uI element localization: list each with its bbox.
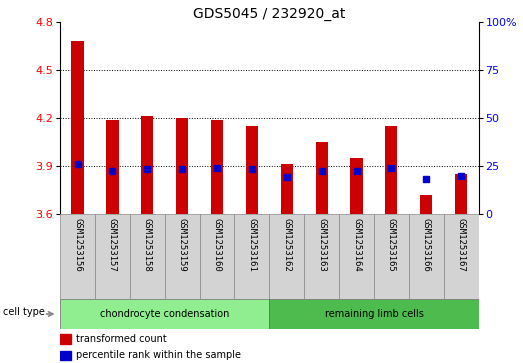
Bar	[60, 351, 72, 360]
Bar	[72, 41, 84, 214]
Text: GSM1253162: GSM1253162	[282, 217, 291, 271]
Bar	[374, 214, 409, 299]
Bar	[165, 214, 200, 299]
Bar	[211, 119, 223, 214]
Text: remaining limb cells: remaining limb cells	[324, 309, 424, 319]
Bar	[246, 126, 258, 214]
Bar	[409, 214, 444, 299]
Text: chondrocyte condensation: chondrocyte condensation	[100, 309, 230, 319]
Text: GSM1253160: GSM1253160	[212, 217, 222, 271]
Text: cell type: cell type	[3, 307, 44, 317]
Bar	[315, 142, 328, 214]
Bar	[455, 174, 467, 214]
Bar	[200, 214, 234, 299]
Bar	[60, 334, 72, 344]
Text: GSM1253157: GSM1253157	[108, 217, 117, 271]
Bar	[304, 214, 339, 299]
Text: GSM1253161: GSM1253161	[247, 217, 256, 271]
Text: GSM1253156: GSM1253156	[73, 217, 82, 271]
Text: GSM1253158: GSM1253158	[143, 217, 152, 271]
Bar	[385, 126, 397, 214]
Bar	[281, 164, 293, 214]
Text: GSM1253163: GSM1253163	[317, 217, 326, 271]
Bar	[106, 119, 119, 214]
Bar	[420, 195, 433, 214]
Bar	[350, 158, 362, 214]
Bar	[141, 117, 153, 214]
Text: GSM1253166: GSM1253166	[422, 217, 431, 271]
Text: GSM1253164: GSM1253164	[352, 217, 361, 271]
Text: transformed count: transformed count	[76, 334, 167, 344]
Bar	[339, 214, 374, 299]
Text: percentile rank within the sample: percentile rank within the sample	[76, 350, 242, 360]
Bar	[234, 214, 269, 299]
Bar	[176, 118, 188, 214]
Bar	[444, 214, 479, 299]
Title: GDS5045 / 232920_at: GDS5045 / 232920_at	[193, 7, 346, 21]
Bar	[269, 214, 304, 299]
Bar	[95, 214, 130, 299]
Bar	[269, 299, 479, 329]
Bar	[60, 214, 95, 299]
Text: GSM1253167: GSM1253167	[457, 217, 465, 271]
Bar	[130, 214, 165, 299]
Bar	[60, 299, 269, 329]
Text: GSM1253165: GSM1253165	[387, 217, 396, 271]
Text: GSM1253159: GSM1253159	[178, 217, 187, 271]
